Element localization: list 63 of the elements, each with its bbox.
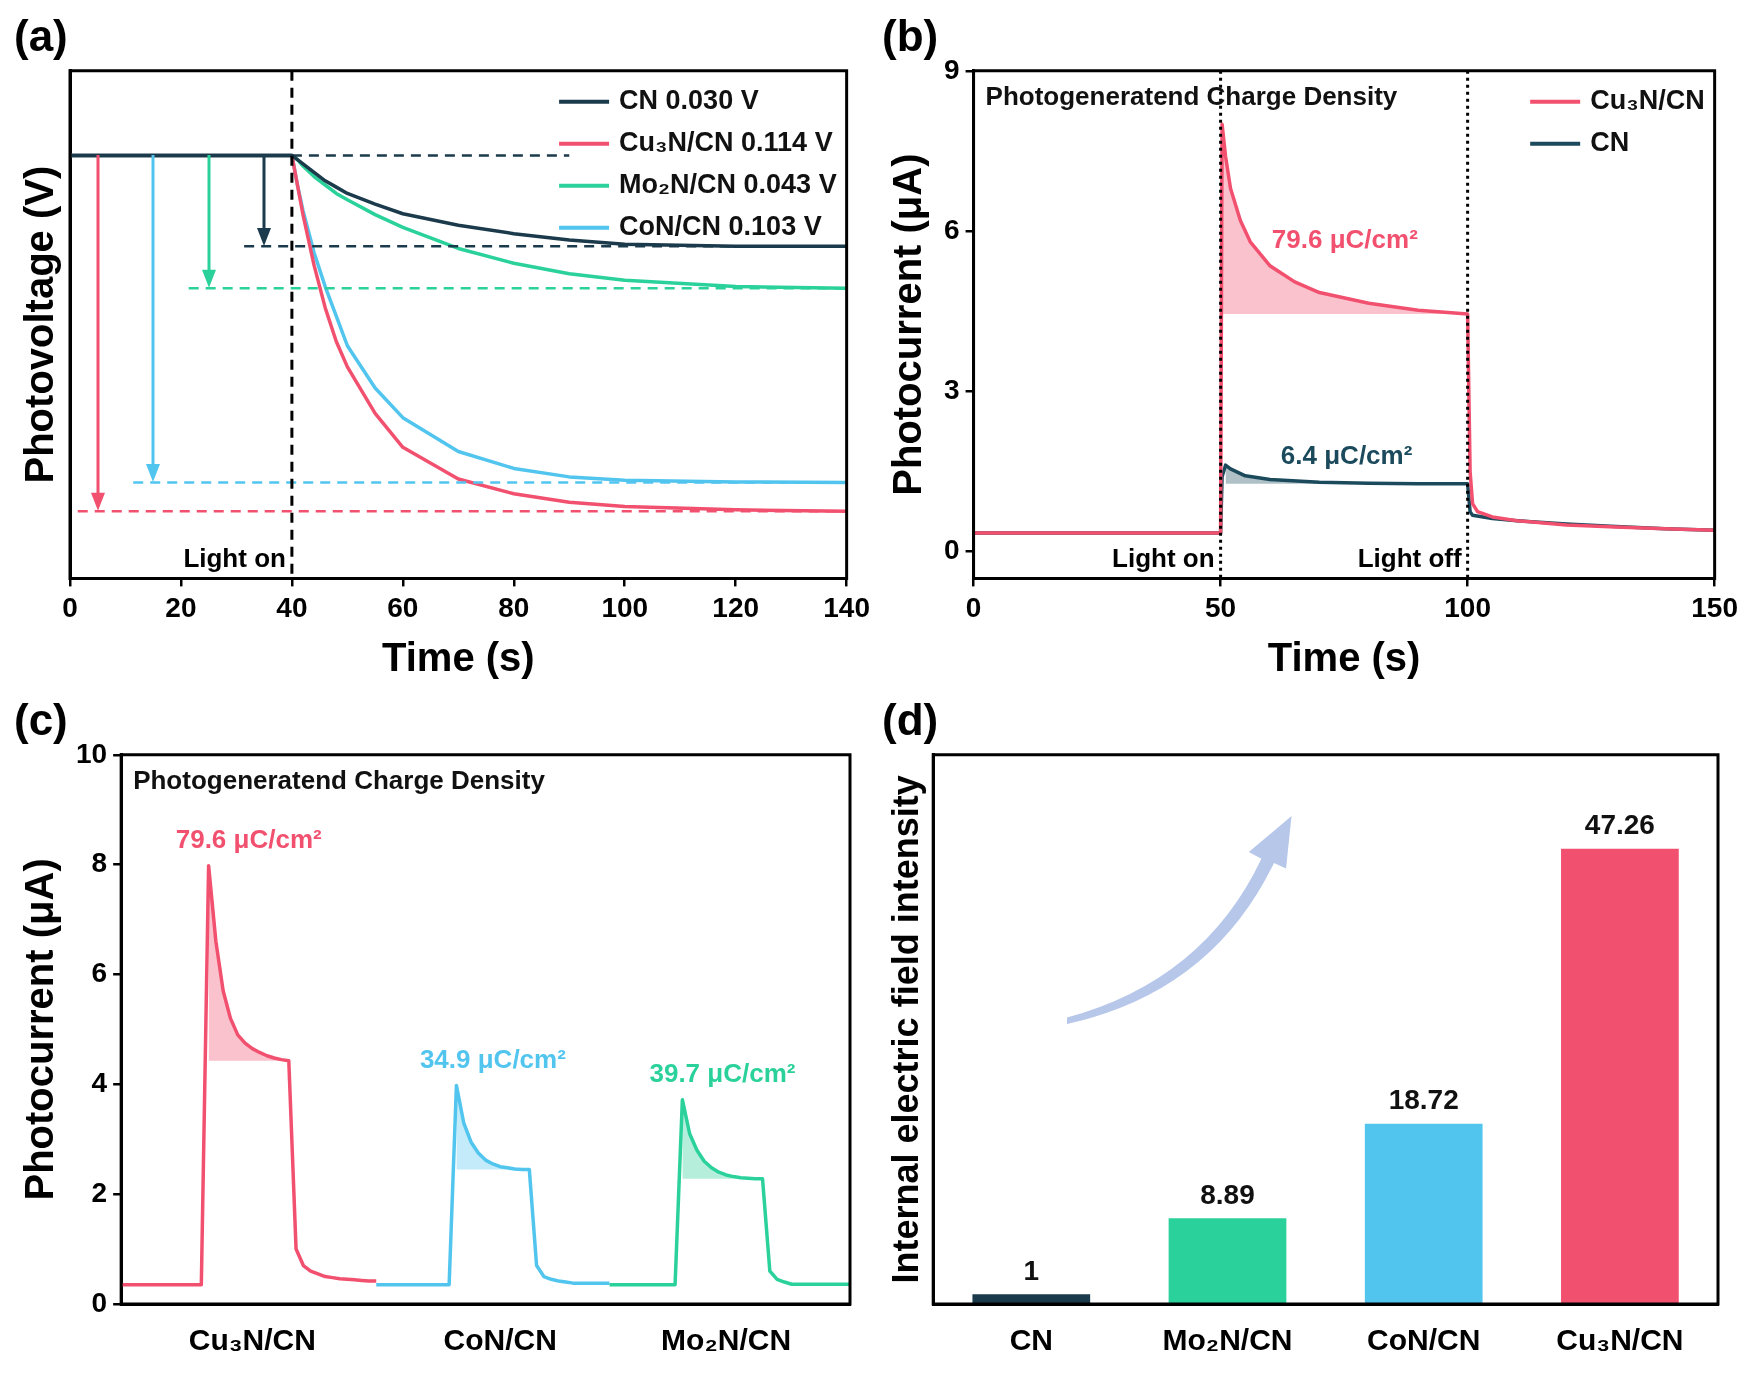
x-tick-label: Cu₃N/CN	[188, 1323, 316, 1357]
annotation: Photogeneratend Charge Density	[985, 80, 1398, 111]
x-tick-label: Mo₂N/CN	[661, 1323, 792, 1357]
ref-line-label: Light on	[1112, 542, 1215, 573]
x-tick-label: 0	[62, 591, 78, 623]
legend-label: Mo₂N/CN 0.043 V	[619, 169, 837, 200]
chart-title: (c)	[14, 694, 68, 744]
x-tick-label: CoN/CN	[443, 1323, 557, 1357]
annotation: 39.7 μC/cm²	[649, 1057, 796, 1088]
x-tick-label: 80	[498, 591, 530, 623]
y-tick-label: 0	[943, 534, 960, 566]
x-axis-title: Time (s)	[382, 635, 535, 680]
data-label: 8.89	[1200, 1179, 1255, 1211]
annotation: 6.4 μC/cm²	[1280, 440, 1413, 471]
y-tick-label: 4	[91, 1067, 108, 1099]
legend-label: CN	[1590, 127, 1630, 158]
x-tick-label: CoN/CN	[1367, 1323, 1481, 1357]
x-tick-label: 100	[1444, 591, 1491, 623]
x-tick-label: CN	[1009, 1323, 1053, 1357]
annotation: Photogeneratend Charge Density	[133, 764, 546, 795]
y-tick-label: 2	[91, 1176, 108, 1208]
x-tick-label: 0	[965, 591, 982, 623]
x-tick-label: 20	[165, 591, 197, 623]
x-tick-label: 50	[1205, 591, 1237, 623]
legend-label: CN 0.030 V	[619, 85, 759, 116]
y-tick-label: 9	[943, 53, 960, 85]
chart-title: (d)	[882, 694, 939, 744]
bar	[1364, 1123, 1483, 1304]
x-tick-label: 100	[601, 591, 649, 623]
y-tick-label: 6	[91, 957, 108, 989]
bar	[972, 1294, 1091, 1304]
annotation: 79.6 μC/cm²	[175, 823, 323, 854]
y-tick-label: 8	[91, 847, 108, 879]
x-tick-label: 120	[712, 591, 760, 623]
chart-title: (a)	[14, 10, 68, 60]
x-tick-label: 60	[387, 591, 419, 623]
legend-label: CoN/CN 0.103 V	[619, 211, 822, 242]
bar	[1561, 848, 1679, 1304]
y-tick-label: 0	[91, 1286, 108, 1318]
data-label: 1	[1023, 1255, 1040, 1287]
x-tick-label: Cu₃N/CN	[1556, 1323, 1684, 1357]
annotation: 79.6 μC/cm²	[1271, 224, 1419, 254]
y-tick-label: 10	[75, 737, 108, 769]
y-tick-label: 3	[943, 374, 960, 406]
x-axis-title: Time (s)	[1267, 635, 1421, 680]
ref-line-label: Light on	[183, 542, 286, 573]
data-label: 47.26	[1584, 809, 1655, 841]
ref-line-label: Light off	[1357, 542, 1462, 573]
legend-label: Cu₃N/CN	[1590, 85, 1705, 116]
y-axis-title: Photocurrent (μA)	[17, 858, 62, 1201]
data-label: 18.72	[1388, 1084, 1459, 1116]
x-tick-label: 40	[276, 591, 308, 623]
y-axis-title: Internal electric field intensity	[884, 775, 926, 1284]
annotation: 34.9 μC/cm²	[419, 1043, 567, 1074]
bar	[1168, 1218, 1287, 1304]
x-tick-label: 150	[1691, 591, 1738, 623]
x-tick-label: Mo₂N/CN	[1162, 1323, 1293, 1357]
x-tick-label: 140	[823, 591, 870, 623]
chart-title: (b)	[882, 10, 939, 60]
y-tick-label: 6	[943, 213, 960, 245]
y-axis-title: Photovoltage (V)	[17, 165, 62, 484]
y-axis-title: Photocurrent (μA)	[885, 153, 930, 496]
legend-label: Cu₃N/CN 0.114 V	[619, 127, 833, 158]
